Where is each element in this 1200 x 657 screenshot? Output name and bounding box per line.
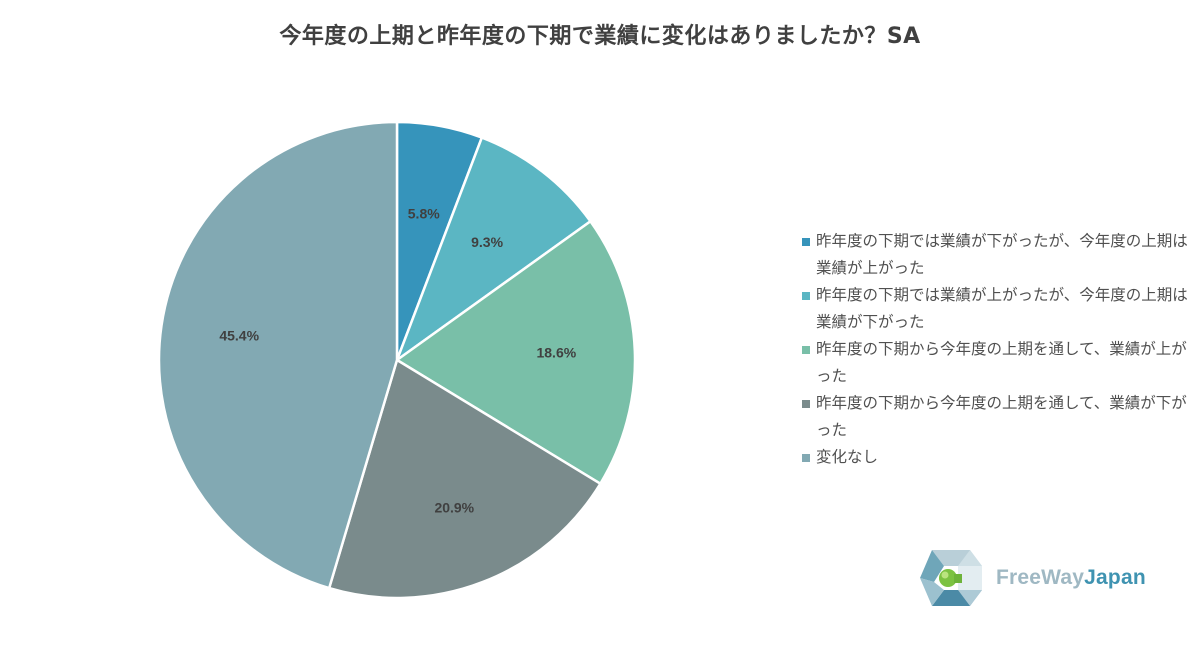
pie-slice bbox=[327, 358, 603, 600]
legend-label: 昨年度の下期では業績が下がったが、今年度の上期は業績が上がった bbox=[816, 232, 1188, 277]
pie-slice bbox=[394, 136, 593, 364]
legend-item: 昨年度の下期では業績が上がったが、今年度の上期は業績が下がった bbox=[800, 282, 1190, 336]
legend: 昨年度の下期では業績が下がったが、今年度の上期は業績が上がった 昨年度の下期では… bbox=[800, 228, 1190, 471]
logo-mark-icon bbox=[920, 550, 982, 606]
legend-swatch bbox=[802, 292, 810, 300]
pie-data-label: 9.3% bbox=[471, 234, 503, 250]
pie-data-label: 45.4% bbox=[219, 328, 259, 344]
pie-data-label: 5.8% bbox=[408, 206, 440, 222]
pie-slice bbox=[394, 219, 637, 486]
chart-title: 今年度の上期と昨年度の下期で業績に変化はありましたか？SA bbox=[279, 24, 921, 49]
legend-item: 昨年度の下期から今年度の上期を通して、業績が上がった bbox=[800, 336, 1190, 390]
pie-slice bbox=[157, 120, 399, 590]
legend-swatch bbox=[802, 400, 810, 408]
legend-label: 昨年度の下期から今年度の上期を通して、業績が上がった bbox=[816, 340, 1187, 385]
legend-label: 昨年度の下期では業績が上がったが、今年度の上期は業績が下がった bbox=[816, 286, 1188, 331]
pie-data-label: 20.9% bbox=[434, 500, 474, 516]
legend-swatch bbox=[802, 454, 810, 462]
legend-label: 昨年度の下期から今年度の上期を通して、業績が下がった bbox=[816, 394, 1187, 439]
pie-data-label: 18.6% bbox=[536, 345, 576, 361]
freewayjapan-logo: FreeWayJapan bbox=[918, 548, 1168, 608]
legend-item: 変化なし bbox=[800, 444, 1190, 471]
legend-label: 変化なし bbox=[816, 448, 879, 466]
logo-text-part1: FreeWay bbox=[996, 566, 1085, 589]
legend-swatch bbox=[802, 238, 810, 246]
legend-swatch bbox=[802, 346, 810, 354]
logo-text: FreeWayJapan bbox=[996, 566, 1146, 590]
legend-item: 昨年度の下期から今年度の上期を通して、業績が下がった bbox=[800, 390, 1190, 444]
legend-item: 昨年度の下期では業績が下がったが、今年度の上期は業績が上がった bbox=[800, 228, 1190, 282]
logo-text-part2: Japan bbox=[1084, 566, 1146, 589]
